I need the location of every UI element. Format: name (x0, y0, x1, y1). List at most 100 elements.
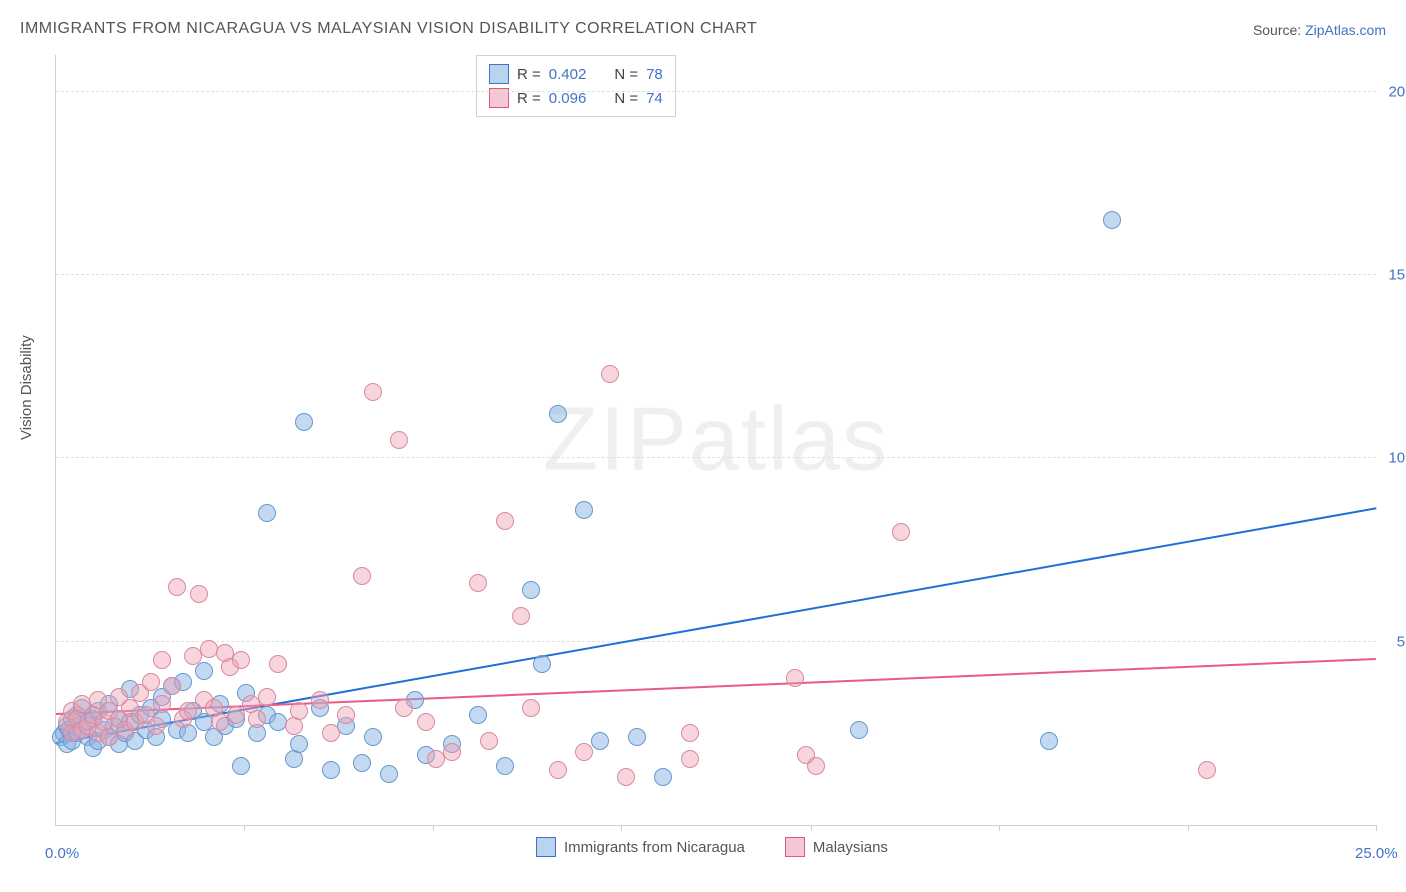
scatter-point (311, 691, 329, 709)
scatter-point (522, 699, 540, 717)
scatter-point (364, 383, 382, 401)
scatter-point (258, 688, 276, 706)
scatter-point (850, 721, 868, 739)
scatter-point (654, 768, 672, 786)
y-tick-label: 5.0% (1381, 633, 1406, 650)
scatter-point (395, 699, 413, 717)
y-axis-label: Vision Disability (18, 335, 35, 440)
watermark-zip: ZIP (543, 390, 689, 490)
scatter-point (195, 662, 213, 680)
scatter-point (617, 768, 635, 786)
scatter-point (496, 512, 514, 530)
x-tick (433, 825, 434, 831)
gridline-horizontal (56, 641, 1376, 642)
scatter-point (480, 732, 498, 750)
scatter-point (1103, 211, 1121, 229)
scatter-point (786, 669, 804, 687)
scatter-point (443, 743, 461, 761)
r-label: R = (517, 66, 541, 83)
gridline-horizontal (56, 274, 1376, 275)
scatter-point (380, 765, 398, 783)
legend-stats: R = 0.402 N = 78 R = 0.096 N = 74 (476, 55, 676, 117)
scatter-point (575, 501, 593, 519)
scatter-point (512, 607, 530, 625)
scatter-point (295, 413, 313, 431)
scatter-point (232, 757, 250, 775)
x-axis-min-label: 0.0% (45, 845, 79, 862)
scatter-point (227, 706, 245, 724)
scatter-point (232, 651, 250, 669)
scatter-point (469, 706, 487, 724)
scatter-point (417, 713, 435, 731)
r-value: 0.096 (549, 90, 587, 107)
n-label: N = (614, 66, 638, 83)
legend-stats-row: R = 0.402 N = 78 (489, 62, 663, 86)
scatter-point (390, 431, 408, 449)
scatter-point (269, 655, 287, 673)
legend-item: Immigrants from Nicaragua (536, 837, 745, 857)
n-value: 78 (646, 66, 663, 83)
scatter-point (258, 504, 276, 522)
scatter-point (601, 365, 619, 383)
scatter-point (142, 673, 160, 691)
scatter-point (353, 567, 371, 585)
source-attribution: Source: ZipAtlas.com (1253, 22, 1386, 38)
legend-label: Immigrants from Nicaragua (564, 839, 745, 856)
x-tick (621, 825, 622, 831)
scatter-point (322, 761, 340, 779)
source-link[interactable]: ZipAtlas.com (1305, 22, 1386, 38)
y-tick-label: 10.0% (1381, 450, 1406, 467)
x-tick (1188, 825, 1189, 831)
scatter-point (681, 724, 699, 742)
scatter-point (522, 581, 540, 599)
n-value: 74 (646, 90, 663, 107)
scatter-point (575, 743, 593, 761)
scatter-point (290, 702, 308, 720)
scatter-point (628, 728, 646, 746)
legend-item: Malaysians (785, 837, 888, 857)
scatter-point (248, 710, 266, 728)
scatter-point (892, 523, 910, 541)
legend-label: Malaysians (813, 839, 888, 856)
x-tick (999, 825, 1000, 831)
n-label: N = (614, 90, 638, 107)
source-label: Source: (1253, 22, 1305, 38)
scatter-point (153, 651, 171, 669)
scatter-point (681, 750, 699, 768)
y-tick-label: 20.0% (1381, 83, 1406, 100)
scatter-point (364, 728, 382, 746)
scatter-point (549, 405, 567, 423)
legend-stats-row: R = 0.096 N = 74 (489, 86, 663, 110)
scatter-point (179, 702, 197, 720)
x-axis-max-label: 25.0% (1355, 845, 1398, 862)
x-tick (811, 825, 812, 831)
r-label: R = (517, 90, 541, 107)
scatter-point (337, 706, 355, 724)
scatter-point (469, 574, 487, 592)
plot-area: ZIPatlas R = 0.402 N = 78 R = 0.096 N = … (55, 55, 1376, 826)
scatter-point (353, 754, 371, 772)
scatter-point (1198, 761, 1216, 779)
scatter-point (549, 761, 567, 779)
gridline-horizontal (56, 457, 1376, 458)
legend-swatch-blue (536, 837, 556, 857)
x-tick (1376, 825, 1377, 831)
gridline-horizontal (56, 91, 1376, 92)
scatter-point (147, 717, 165, 735)
x-tick (244, 825, 245, 831)
legend-series: Immigrants from Nicaragua Malaysians (536, 837, 888, 857)
scatter-point (168, 578, 186, 596)
scatter-point (496, 757, 514, 775)
scatter-point (153, 695, 171, 713)
scatter-point (807, 757, 825, 775)
scatter-point (290, 735, 308, 753)
watermark-atlas: atlas (689, 390, 889, 490)
chart-title: IMMIGRANTS FROM NICARAGUA VS MALAYSIAN V… (20, 20, 757, 38)
legend-swatch-pink (785, 837, 805, 857)
r-value: 0.402 (549, 66, 587, 83)
scatter-point (190, 585, 208, 603)
scatter-point (591, 732, 609, 750)
scatter-point (1040, 732, 1058, 750)
watermark: ZIPatlas (543, 389, 889, 492)
scatter-point (322, 724, 340, 742)
